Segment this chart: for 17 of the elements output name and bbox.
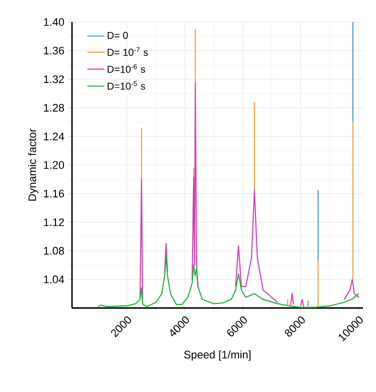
y-tick-label: 1.36 [44,46,64,54]
line-series [98,256,360,308]
y-tick-label: 1.20 [44,161,64,169]
y-tick-label: 1.12 [44,218,64,226]
x-axis-title: Speed [1/min] [184,350,251,361]
y-tick-label: 1.32 [44,75,64,84]
y-tick-label: 1.40 [44,18,64,26]
legend-label: D= 0 [108,32,128,39]
y-tick-label: 1.28 [44,104,64,112]
legend-label: D=10$^{-6}$ s [108,64,146,73]
y-tick-label: 1.16 [44,190,64,198]
y-tick-label: 1.04 [44,276,64,284]
y-tick-label: 1.24 [44,132,64,140]
legend-label: D= 10$^{-7}$ s [108,47,148,56]
legend-label: D=10$^{-5}$ s [108,81,146,90]
y-tick-label: 1.08 [44,246,64,255]
y-axis-title: Dynamic factor [28,128,38,201]
